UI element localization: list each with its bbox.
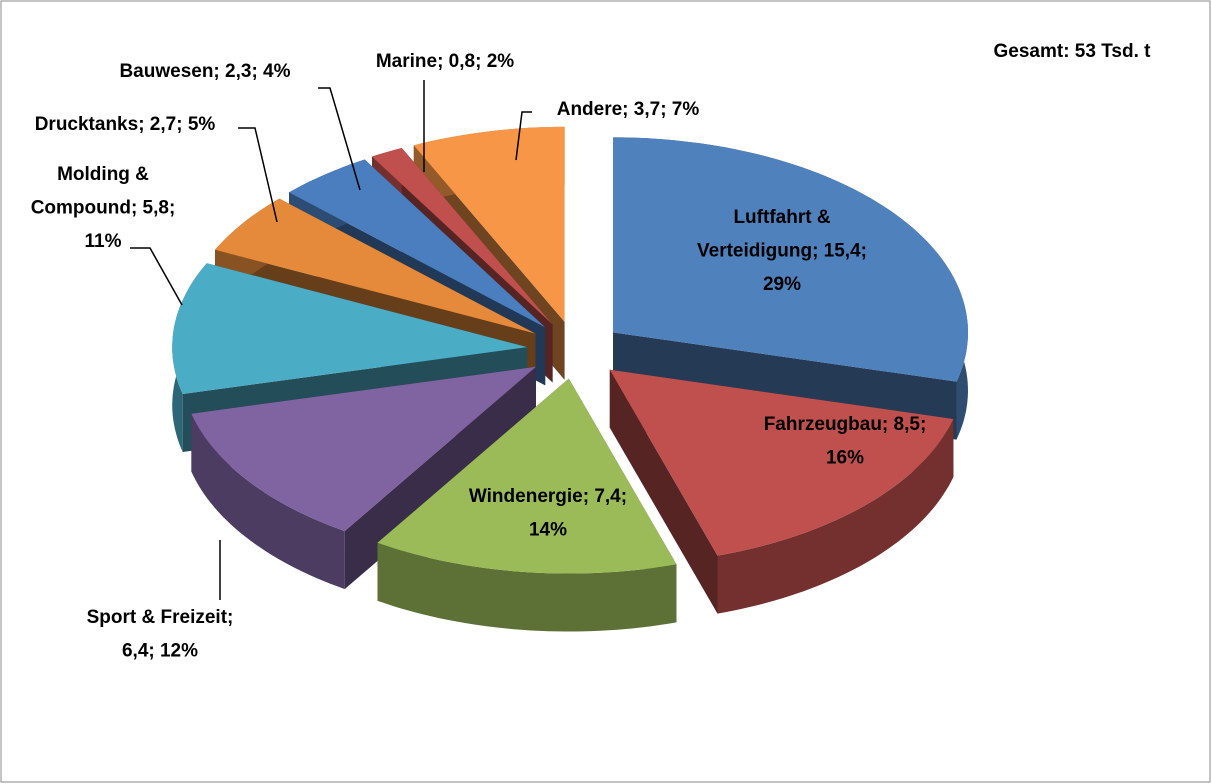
data-label: Fahrzeugbau; 8,5;: [764, 414, 927, 435]
data-label: Verteidigung; 15,4;: [697, 241, 867, 262]
annotation: Gesamt: 53 Tsd. t: [994, 41, 1152, 62]
data-label: 6,4; 12%: [122, 641, 198, 662]
data-label: Luftfahrt &: [733, 207, 830, 228]
slice-side: [609, 369, 718, 614]
data-label: 14%: [529, 520, 567, 541]
pie: [172, 126, 968, 632]
slice: [372, 148, 553, 325]
slice: [377, 378, 677, 574]
leader-line: [130, 247, 183, 306]
data-label: Andere; 3,7; 7%: [557, 99, 700, 120]
leader-line: [238, 127, 278, 223]
data-label: Bauwesen; 2,3; 4%: [119, 61, 290, 82]
labels: Luftfahrt & Verteidigung; 15,4; 29% Fahrzeu…: [31, 51, 927, 662]
data-label: Sport & Freizeit;: [87, 607, 234, 628]
slice-wall: [717, 419, 954, 614]
data-label: Molding &: [57, 164, 149, 185]
data-label: Drucktanks; 2,7; 5%: [35, 114, 216, 135]
data-label: Compound; 5,8;: [31, 198, 176, 219]
data-label: Windenergie; 7,4;: [469, 486, 627, 507]
data-label: 29%: [763, 274, 801, 295]
leader-line: [318, 87, 361, 191]
slice: [215, 198, 536, 334]
slice-wall: [191, 413, 345, 590]
data-label: 11%: [85, 231, 122, 252]
slice-wall: [377, 542, 677, 632]
slice: [413, 126, 565, 322]
slice: [172, 263, 528, 394]
data-label: Marine; 0,8; 2%: [376, 51, 514, 72]
leader-line: [515, 111, 532, 161]
slice: [609, 369, 954, 556]
slice: [289, 159, 546, 328]
slice: [613, 137, 968, 382]
slice: [191, 366, 536, 532]
data-label: 16%: [826, 448, 864, 469]
